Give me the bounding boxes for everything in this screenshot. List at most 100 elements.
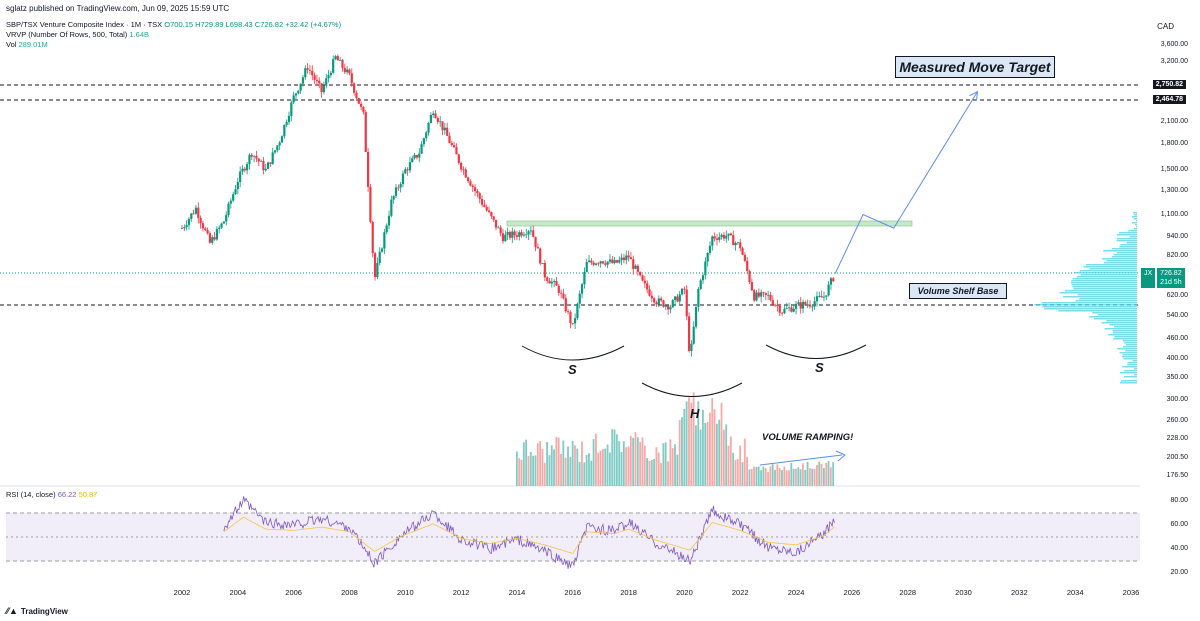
- volume-bar: [734, 460, 737, 486]
- candle-body: [820, 296, 823, 298]
- candle-body: [557, 285, 560, 293]
- vrvp-row: [1070, 282, 1137, 284]
- vrvp-row: [1104, 328, 1137, 330]
- volume-bar: [832, 462, 835, 486]
- candle-body: [383, 232, 386, 249]
- vrvp-row: [1122, 356, 1137, 358]
- candle-body: [536, 246, 539, 249]
- currency-label: CAD: [1157, 22, 1174, 31]
- vrvp-label: VRVP (Number Of Rows, 500, Total): [6, 30, 128, 39]
- vrvp-row: [1103, 262, 1137, 264]
- candle-body: [399, 184, 402, 188]
- time-tick-label: 2010: [396, 588, 414, 597]
- candle-body: [601, 261, 605, 264]
- volume-bar: [825, 462, 828, 486]
- candle-body: [278, 142, 281, 146]
- candle-body: [655, 302, 658, 305]
- candle-body: [385, 225, 388, 233]
- candle-body: [250, 154, 253, 157]
- vrvp-row: [1131, 216, 1137, 218]
- vrvp-row: [1119, 232, 1137, 234]
- candle-body: [522, 234, 526, 236]
- volume-bar: [715, 423, 718, 486]
- candle-body: [394, 187, 398, 197]
- symbol-legend[interactable]: SBP/TSX Venture Composite Index · 1M · T…: [6, 20, 341, 29]
- vrvp-row: [1089, 316, 1137, 318]
- candle-body: [194, 207, 198, 214]
- price-tick-label: 3,200.00: [1160, 58, 1188, 65]
- volume-bar: [564, 457, 567, 486]
- candle-body: [680, 288, 684, 295]
- candle-body: [748, 271, 751, 283]
- tradingview-logo[interactable]: ⁄⁄▲ TradingView: [6, 606, 68, 616]
- time-tick-label: 2004: [229, 588, 247, 597]
- rsi-line: [223, 496, 835, 569]
- volume-bar: [690, 402, 693, 486]
- candle-body: [725, 235, 728, 239]
- candle-body: [587, 260, 591, 263]
- candle-body: [334, 56, 337, 60]
- candle-body: [778, 305, 781, 313]
- volume-bar: [608, 452, 611, 486]
- candle-body: [532, 230, 535, 237]
- volume-bar: [543, 462, 546, 486]
- vrvp-row: [1071, 284, 1137, 286]
- volume-bar: [555, 436, 558, 486]
- candle-body: [790, 307, 793, 312]
- vrvp-row: [1136, 220, 1137, 222]
- vrvp-row: [1124, 370, 1137, 372]
- volume-bar: [688, 397, 690, 486]
- candle-body: [206, 230, 209, 234]
- vol-legend[interactable]: Vol 289.01M: [6, 40, 48, 49]
- candle-body: [478, 193, 481, 199]
- vrvp-row: [1071, 280, 1137, 282]
- candle-body: [397, 187, 400, 189]
- candle-body: [569, 312, 572, 324]
- volume-bar: [553, 449, 555, 486]
- candle-body: [727, 233, 730, 236]
- candle-body: [366, 151, 370, 187]
- volume-bar: [711, 398, 714, 486]
- level-tag-mid: 2,464.78: [1152, 95, 1186, 104]
- volume-bar: [639, 441, 642, 486]
- candle-body: [501, 233, 505, 242]
- vrvp-legend[interactable]: VRVP (Number Of Rows, 500, Total) 1.64B: [6, 30, 149, 39]
- volume-bar: [557, 437, 560, 486]
- candle-body: [443, 127, 446, 131]
- candle-body: [799, 302, 802, 309]
- vrvp-row: [1111, 248, 1137, 250]
- candle-body: [401, 173, 405, 185]
- candle-body: [620, 257, 623, 261]
- time-tick-label: 2022: [731, 588, 749, 597]
- candle-body: [822, 296, 826, 298]
- candle-body: [664, 305, 667, 307]
- candle-body: [711, 236, 714, 246]
- volume-bar: [562, 440, 565, 486]
- vrvp-row: [1097, 314, 1137, 316]
- candle-body: [497, 227, 500, 229]
- candle-body: [697, 288, 700, 307]
- volume-bar: [748, 469, 751, 486]
- volume-shelf-base-label[interactable]: Volume Shelf Base: [909, 283, 1007, 299]
- candle-body: [527, 231, 530, 235]
- time-tick-label: 2028: [899, 588, 917, 597]
- candle-body: [534, 236, 537, 247]
- candle-body: [560, 292, 563, 294]
- candle-body: [304, 68, 307, 78]
- candle-body: [720, 234, 723, 238]
- price-tick-label: 540.00: [1166, 312, 1188, 320]
- candle-body: [583, 272, 586, 285]
- price-tick-label: 350.00: [1166, 374, 1188, 382]
- vrvp-row: [1079, 270, 1137, 272]
- rsi-legend[interactable]: RSI (14, close) 66.22 50.87: [6, 490, 97, 499]
- volume-bar: [713, 409, 716, 486]
- candle-body: [450, 142, 453, 146]
- volume-bar: [636, 437, 639, 486]
- volume-bar: [606, 444, 609, 486]
- right-shoulder-arc: [765, 344, 867, 359]
- measured-move-target-label[interactable]: Measured Move Target: [895, 56, 1055, 78]
- candle-body: [553, 280, 556, 282]
- price-tick-label: 460.00: [1166, 335, 1188, 343]
- volume-bar: [667, 461, 669, 486]
